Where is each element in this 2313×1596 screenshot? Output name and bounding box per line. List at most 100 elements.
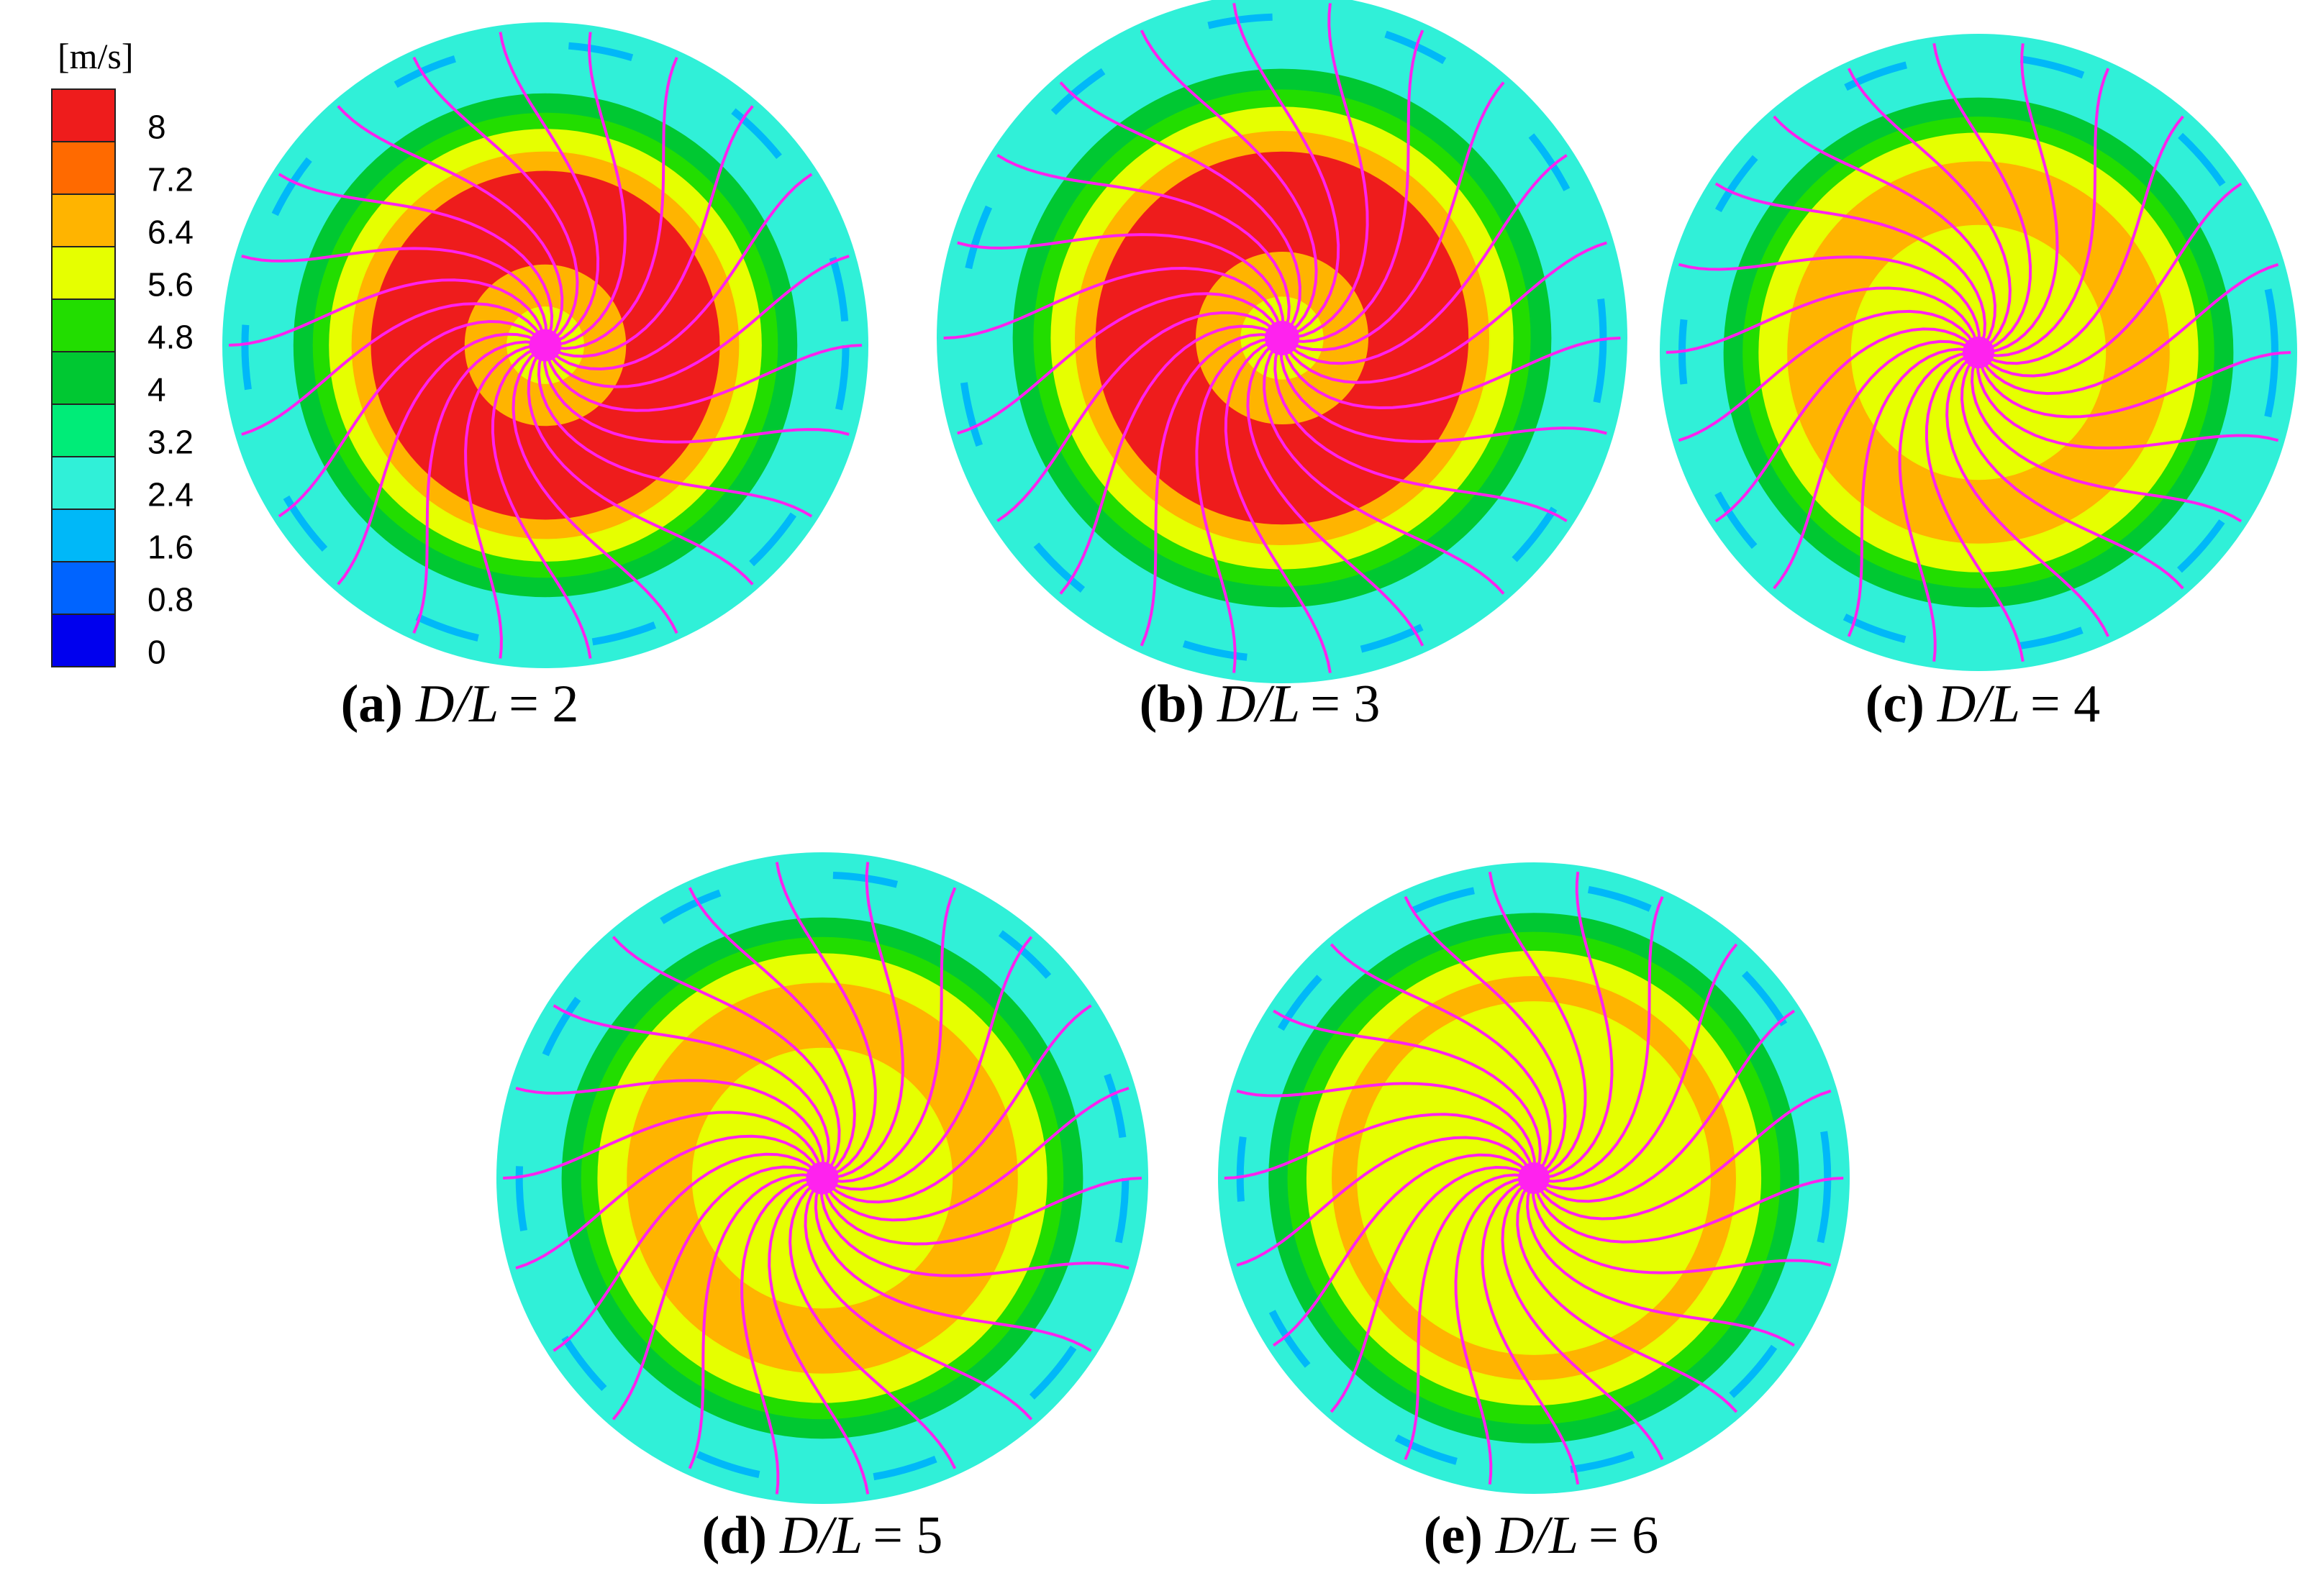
streamline (503, 1111, 822, 1180)
streamline (1279, 348, 1607, 443)
streamline (515, 1079, 825, 1169)
streamline (1537, 1089, 1832, 1221)
caption-variable: D/L (415, 675, 499, 734)
streamline (548, 255, 850, 388)
streamline (1925, 354, 2025, 662)
streamline (1273, 347, 1568, 523)
streamline (827, 1004, 1092, 1204)
streamline (1263, 345, 1505, 595)
streamline (957, 292, 1279, 435)
panel-caption: (a) D/L = 2 (341, 675, 579, 734)
streamline (1847, 68, 2012, 348)
streamline (553, 105, 754, 358)
streamline (1140, 29, 1318, 334)
colorbar-label: 1.6 (147, 529, 194, 566)
colorbar-block (51, 246, 116, 300)
streamline (537, 353, 813, 518)
streamline (1976, 362, 2279, 450)
streamline (545, 344, 863, 412)
streamline (1714, 327, 1973, 523)
colorbar-block (51, 298, 116, 352)
streamline (1282, 337, 1621, 410)
streamline (819, 1187, 1130, 1277)
streamline (830, 936, 1033, 1191)
colorbar-block (51, 141, 116, 195)
caption-value: = 2 (509, 675, 578, 734)
colorbar-block (51, 351, 116, 405)
streamline (550, 173, 813, 371)
streamline (1541, 943, 1738, 1191)
streamline (814, 1187, 1092, 1352)
contour-panel (1218, 862, 1850, 1494)
caption-label: (c) (1866, 675, 1925, 734)
streamline (688, 887, 856, 1174)
colorbar-block (51, 614, 116, 667)
streamline (1224, 339, 1332, 673)
colorbar-label: 8 (147, 109, 166, 146)
contour-panel (937, 0, 1627, 683)
streamline (943, 266, 1282, 339)
caption-value: = 5 (873, 1506, 942, 1565)
streamline (1666, 286, 1978, 354)
streamline (1531, 1187, 1832, 1274)
streamline (1224, 1113, 1534, 1180)
streamline (515, 1134, 819, 1269)
panel-caption: (b) D/L = 3 (1140, 675, 1381, 734)
streamline (1678, 309, 1976, 442)
colorbar-unit: [m/s] (58, 36, 134, 76)
streamline (1773, 339, 1971, 590)
streamline (1140, 333, 1273, 647)
streamline (996, 311, 1276, 522)
streamline (1970, 360, 2242, 523)
caption-value: = 4 (2030, 675, 2100, 734)
streamline (412, 56, 579, 341)
panel-caption: (c) D/L = 4 (1866, 675, 2101, 734)
colorbar-label: 4.8 (147, 319, 194, 356)
streamline (688, 1173, 814, 1469)
caption-variable: D/L (1217, 675, 1300, 734)
streamline (1330, 1165, 1527, 1413)
streamline (1236, 1136, 1531, 1267)
panel-caption: (d) D/L = 5 (702, 1506, 943, 1565)
streamline (527, 352, 754, 585)
streamline (1987, 43, 2059, 354)
streamline (499, 32, 600, 344)
colorbar-label: 6.4 (147, 214, 194, 251)
colorbar-block (51, 509, 116, 562)
streamline (228, 278, 545, 347)
streamline (553, 1152, 817, 1352)
streamline (1285, 241, 1607, 384)
panel-caption: (e) D/L = 6 (1424, 1506, 1659, 1565)
streamline (1246, 342, 1424, 647)
streamline (337, 332, 538, 585)
streamline (1542, 895, 1664, 1183)
vortex-core (1265, 321, 1299, 355)
caption-label: (b) (1140, 675, 1204, 734)
streamline (1773, 115, 1997, 346)
streamline (241, 247, 548, 336)
streamline (1526, 1186, 1795, 1347)
colorbar-label: 0 (147, 634, 166, 671)
caption-label: (e) (1424, 1506, 1483, 1565)
colorbar-label: 5.6 (147, 266, 194, 304)
streamline (1945, 357, 2110, 637)
streamline (1714, 182, 1987, 345)
streamline (1236, 1082, 1537, 1169)
colorbar-label: 7.2 (147, 161, 194, 199)
streamline (1978, 351, 2291, 419)
streamline (1534, 1177, 1844, 1244)
streamline (996, 153, 1291, 329)
colorbar-block (51, 193, 116, 247)
streamline (337, 105, 564, 339)
vortex-core (1518, 1162, 1550, 1194)
streamline (1898, 351, 1970, 662)
streamline (1516, 1185, 1738, 1413)
streamline (1291, 3, 1369, 339)
caption-variable: D/L (1495, 1506, 1578, 1565)
streamline (1330, 943, 1552, 1172)
streamline (775, 862, 877, 1177)
streamline (832, 862, 904, 1180)
colorbar-block (51, 403, 116, 457)
contour-panel (1660, 34, 2297, 671)
streamline (1059, 324, 1274, 595)
